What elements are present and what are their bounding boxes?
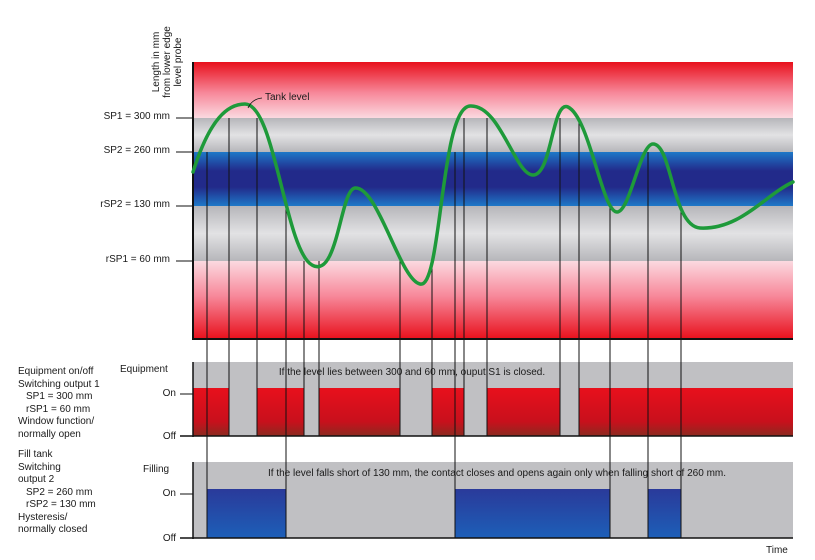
time-axis-label: Time	[766, 545, 788, 556]
panel2-title: Filling	[143, 464, 170, 475]
panel2-side-line7: normally closed	[18, 524, 88, 535]
panel1-off-label: Off	[162, 431, 176, 442]
panel2-side-line3: output 2	[18, 474, 55, 485]
panel1-title: Equipment	[120, 364, 168, 375]
panel1-side-line5: Window function/	[18, 416, 95, 427]
panel2-on-segments	[207, 489, 681, 538]
panel1-on-label: On	[162, 388, 176, 399]
band-bottom-red	[193, 261, 793, 339]
y-axis-label: Length in mm from lower edge level probe	[151, 14, 184, 110]
panel1-side-line2: Switching output 1	[18, 378, 100, 390]
panel1-side-line3: SP1 = 300 mm	[26, 391, 93, 402]
panel2-side-line5: rSP2 = 130 mm	[26, 499, 96, 510]
y-axis-label-line1: Length in mm	[151, 31, 162, 93]
crossing-lines-output1	[228, 118, 580, 436]
y-axis-label-line3: level probe	[173, 37, 184, 87]
panel2-note: If the level falls short of 130 mm, the …	[267, 468, 727, 479]
panel2-off-label: Off	[162, 533, 176, 544]
band-gray-upper	[193, 118, 793, 152]
panel1-side-text: Equipment on/off Switching output 1 SP1 …	[18, 366, 100, 441]
curve-label-leader	[247, 97, 263, 109]
crossing-lines-output2	[206, 152, 682, 538]
level-label-rsp1: rSP1 = 60 mm	[105, 254, 170, 265]
panel2-side-line4: SP2 = 260 mm	[26, 486, 93, 498]
curve-label: Tank level	[265, 92, 310, 103]
level-label-rsp2: rSP2 = 130 mm	[100, 199, 170, 210]
band-gray-lower	[193, 206, 793, 261]
panel2-side-line1: Fill tank	[18, 449, 53, 460]
panel2-side-text: Fill tank Switching output 2 SP2 = 260 m…	[18, 449, 96, 537]
tank-level-curve	[191, 102, 795, 286]
y-axis-label-line2: from lower edge	[162, 26, 173, 98]
panel1-note: If the level lies between 300 and 60 mm,…	[278, 367, 546, 378]
panel1-on-segments	[193, 388, 793, 436]
level-label-sp1: SP1 = 300 mm	[103, 111, 170, 122]
panel1-side-line6: normally open	[18, 428, 81, 440]
panel2-side-line6: Hysteresis/	[18, 511, 68, 523]
band-blue	[193, 152, 793, 206]
panel1-side-line1: Equipment on/off	[18, 366, 94, 377]
panel2-on-label: On	[162, 488, 176, 499]
panel1-side-line4: rSP1 = 60 mm	[26, 403, 91, 415]
level-label-sp2: SP2 = 260 mm	[103, 145, 170, 156]
band-top-red	[193, 62, 793, 118]
panel2-side-line2: Switching	[18, 461, 61, 473]
